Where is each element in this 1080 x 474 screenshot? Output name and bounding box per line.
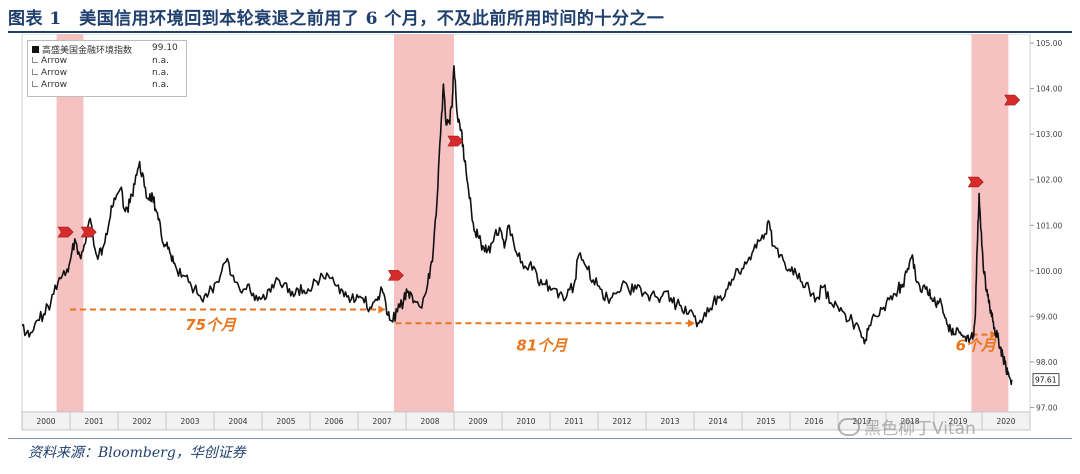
x-tick-label: 2000 — [36, 417, 55, 426]
legend-label: Arrow — [41, 68, 68, 78]
annotation-arrowhead — [378, 305, 386, 314]
legend-value: n.a. — [152, 68, 169, 78]
legend-label: Arrow — [41, 56, 68, 66]
arrow-marker — [447, 135, 464, 147]
watermark: 黑色柳丁Vitan — [838, 414, 1048, 440]
arrow-marker — [57, 226, 74, 238]
legend-marker-hollow — [32, 81, 38, 87]
annotation-arrowhead — [990, 330, 998, 339]
y-tick-label: 105.00 — [1036, 39, 1062, 48]
y-tick-label: 98.00 — [1036, 358, 1058, 367]
title-divider — [8, 31, 1072, 33]
x-tick-label: 2005 — [276, 417, 295, 426]
legend-item-arrow: Arrow n.a. — [32, 80, 182, 92]
x-tick-label: 2018 — [900, 417, 919, 426]
legend-item-arrow: Arrow n.a. — [32, 56, 182, 68]
chart-canvas: 75个月 81个月 6个月 97.00 98.00 99.00 100.00 101.00 10… — [21, 34, 1062, 431]
arrow-marker — [967, 176, 984, 188]
watermark-text: 黑色柳丁Vitan — [864, 419, 976, 439]
figure-title: 图表 1 美国信用环境回到本轮衰退之前用了 6 个月，不及此前所用时间的十分之一 — [8, 9, 665, 29]
x-tick-label: 2009 — [468, 417, 487, 426]
legend-label: Arrow — [41, 80, 68, 90]
y-tick-label: 104.00 — [1036, 85, 1062, 94]
x-tick-label: 2017 — [852, 417, 871, 426]
x-tick-label: 2016 — [804, 417, 823, 426]
annotation-arrowhead — [688, 319, 695, 328]
recession-band — [394, 34, 454, 412]
annotation-label: 6个月 — [956, 337, 997, 355]
source-note: 资料来源：Bloomberg，华创证券 — [28, 445, 246, 461]
x-tick-label: 2020 — [996, 417, 1015, 426]
x-tick-label: 2010 — [516, 417, 535, 426]
wechat-icon — [838, 418, 860, 436]
legend-value: n.a. — [152, 80, 169, 90]
legend-marker-hollow — [32, 69, 38, 75]
y-tick-label: 99.00 — [1036, 312, 1058, 321]
annotation-label: 75个月 — [185, 316, 237, 334]
x-tick-label: 2007 — [372, 417, 391, 426]
y-tick-label: 101.00 — [1036, 221, 1062, 230]
legend-label: 高盛美国金融环境指数 — [42, 46, 133, 56]
recession-band — [56, 34, 84, 412]
legend-item-arrow: Arrow n.a. — [32, 68, 182, 80]
x-tick-label: 2011 — [564, 417, 583, 426]
x-tick-label: 2012 — [612, 417, 631, 426]
legend-value: n.a. — [152, 56, 169, 66]
x-tick-label: 2006 — [324, 417, 343, 426]
x-tick-label: 2013 — [660, 417, 679, 426]
x-tick-label: 2003 — [180, 417, 199, 426]
y-tick-label: 103.00 — [1036, 130, 1062, 139]
legend-marker-hollow — [32, 57, 38, 63]
arrow-marker — [387, 270, 404, 281]
source-divider — [8, 438, 1072, 439]
legend-item-index: 高盛美国金融环境指数 99.10 — [32, 43, 182, 56]
x-tick-label: 2008 — [420, 417, 439, 426]
x-tick-label: 2019 — [948, 417, 967, 426]
arrow-marker — [80, 226, 97, 238]
x-tick-label: 2002 — [132, 417, 151, 426]
series-line — [21, 65, 1013, 386]
chart-legend: 高盛美国金融环境指数 99.10 Arrow n.a. Arrow n.a. A… — [27, 40, 187, 97]
legend-marker-solid — [32, 46, 39, 53]
y-tick-label: 102.00 — [1036, 176, 1062, 185]
x-tick-label: 2004 — [228, 417, 247, 426]
x-tick-label: 2001 — [84, 417, 103, 426]
arrow-marker — [1004, 94, 1021, 106]
y-tick-label: 100.00 — [1036, 267, 1062, 276]
last-value-label: 97.61 — [1035, 376, 1057, 385]
last-value-box — [1032, 373, 1060, 387]
legend-value: 99.10 — [152, 43, 178, 53]
x-tick-label: 2015 — [756, 417, 775, 426]
x-tick-label: 2014 — [708, 417, 727, 426]
annotation-label: 81个月 — [516, 337, 568, 355]
y-tick-label: 97.00 — [1036, 403, 1058, 412]
